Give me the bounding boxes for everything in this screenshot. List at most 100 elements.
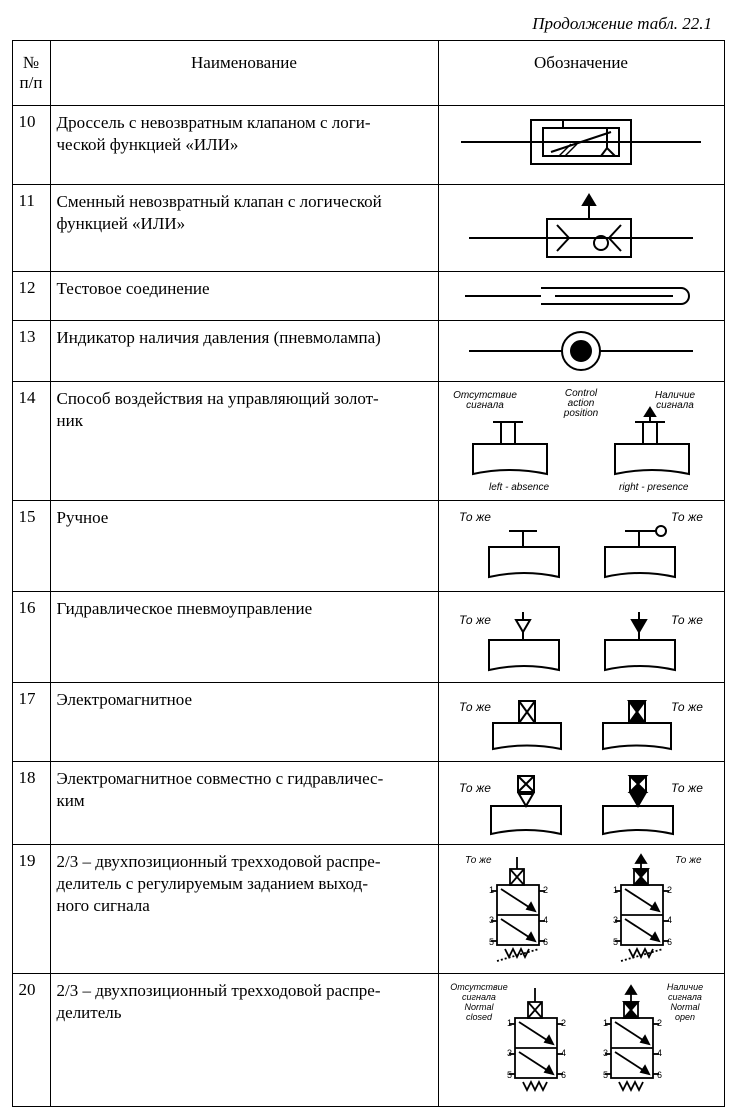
row-name: 2/3 – двухпозиционный трехходовой распре…: [50, 974, 438, 1107]
pneumo-pilot-icon: То же То же: [443, 596, 719, 678]
row-symbol: Отсутствие сигнала Normal closed Наличие…: [438, 974, 724, 1107]
svg-text:1: 1: [507, 1018, 512, 1028]
label-same-right: То же: [671, 613, 703, 627]
row-name: Тестовое соединение: [50, 272, 438, 321]
svg-text:сигнала: сигнала: [462, 992, 496, 1002]
label-same-left: То же: [459, 613, 491, 627]
table-row: 13 Индикатор наличия давления (пневмолам…: [12, 321, 724, 382]
row-symbol: Отсутствие сигнала Control action positi…: [438, 382, 724, 501]
svg-text:3: 3: [489, 915, 494, 925]
svg-text:сигнала: сигнала: [466, 400, 504, 411]
label-no: Наличие: [667, 982, 703, 992]
label-same-right: То же: [675, 855, 702, 866]
solenoid-pilot-icon: То же То же: [443, 766, 719, 840]
svg-text:2: 2: [543, 885, 548, 895]
svg-text:4: 4: [543, 915, 548, 925]
svg-text:1: 1: [489, 885, 494, 895]
row-symbol: То же То же: [438, 683, 724, 762]
table-row: 11 Сменный невозвратный клапан с логичес…: [12, 185, 724, 272]
col-header-num: № п/п: [12, 41, 50, 106]
svg-text:position: position: [563, 408, 599, 419]
label-nc: Отсутствие: [450, 982, 507, 992]
3-2-valve-adjustable-icon: То же То же 1 2 3 4 5 6: [443, 849, 719, 969]
label-same-right: То же: [671, 700, 703, 714]
row-symbol: [438, 185, 724, 272]
row-num: 18: [12, 762, 50, 845]
svg-text:1: 1: [613, 885, 618, 895]
table-row: 10 Дроссель с невозвратным клапаном с ло…: [12, 106, 724, 185]
label-right: right - presence: [619, 482, 689, 493]
label-same-left: То же: [459, 700, 491, 714]
row-name: 2/3 – двухпозиционный трехходовой распре…: [50, 845, 438, 974]
row-symbol: То же То же: [438, 592, 724, 683]
row-num: 16: [12, 592, 50, 683]
test-connection-icon: [451, 276, 711, 316]
label-same-left: То же: [459, 510, 491, 524]
svg-text:5: 5: [603, 1070, 608, 1080]
manual-actuation-icon: То же То же: [443, 505, 719, 587]
table-continuation-caption: Продолжение табл. 22.1: [10, 14, 712, 34]
row-name: Способ воздействия на управляющий золот-…: [50, 382, 438, 501]
svg-text:open: open: [675, 1012, 695, 1022]
table-row: 20 2/3 – двухпозиционный трехходовой рас…: [12, 974, 724, 1107]
table-row: 19 2/3 – двухпозиционный трехходовой рас…: [12, 845, 724, 974]
row-name: Индикатор наличия давления (пневмолампа): [50, 321, 438, 382]
symbols-table: № п/п Наименование Обозначение 10 Дроссе…: [12, 40, 725, 1107]
svg-text:3: 3: [613, 915, 618, 925]
svg-text:6: 6: [657, 1070, 662, 1080]
row-symbol: То же То же: [438, 501, 724, 592]
row-name: Электромагнитное совместно с гидравличес…: [50, 762, 438, 845]
3-2-valve-icon: Отсутствие сигнала Normal closed Наличие…: [443, 978, 719, 1102]
svg-text:3: 3: [603, 1048, 608, 1058]
svg-text:5: 5: [613, 937, 618, 947]
svg-text:3: 3: [507, 1048, 512, 1058]
svg-text:4: 4: [561, 1048, 566, 1058]
label-same-right: То же: [671, 510, 703, 524]
svg-text:6: 6: [543, 937, 548, 947]
row-num: 20: [12, 974, 50, 1107]
table-row: 15 Ручное То же То же: [12, 501, 724, 592]
row-symbol: [438, 321, 724, 382]
table-row: 17 Электромагнитное То же То же: [12, 683, 724, 762]
svg-text:Normal: Normal: [670, 1002, 700, 1012]
svg-text:2: 2: [561, 1018, 566, 1028]
svg-text:2: 2: [657, 1018, 662, 1028]
svg-text:1: 1: [603, 1018, 608, 1028]
row-name: Сменный невозвратный клапан с логической…: [50, 185, 438, 272]
row-num: 14: [12, 382, 50, 501]
table-header-row: № п/п Наименование Обозначение: [12, 41, 724, 106]
solenoid-icon: То же То же: [443, 687, 719, 757]
svg-text:4: 4: [667, 915, 672, 925]
row-num: 15: [12, 501, 50, 592]
row-num: 13: [12, 321, 50, 382]
shuttle-valve-or-icon: [451, 189, 711, 267]
table-row: 18 Электромагнитное совместно с гидравли…: [12, 762, 724, 845]
svg-text:4: 4: [657, 1048, 662, 1058]
row-name: Дроссель с невозвратным клапаном с логи-…: [50, 106, 438, 185]
row-name: Гидравлическое пневмоуправление: [50, 592, 438, 683]
svg-text:Normal: Normal: [464, 1002, 494, 1012]
label-same-left: То же: [459, 781, 491, 795]
col-header-name: Наименование: [50, 41, 438, 106]
row-name: Электромагнитное: [50, 683, 438, 762]
row-symbol: То же То же 1 2 3 4 5 6: [438, 845, 724, 974]
label-same-left: То же: [465, 855, 492, 866]
control-action-icon: Отсутствие сигнала Control action positi…: [443, 386, 719, 496]
pressure-indicator-icon: [451, 325, 711, 377]
row-num: 11: [12, 185, 50, 272]
label-left: left - absence: [489, 482, 549, 493]
row-symbol: [438, 106, 724, 185]
row-num: 17: [12, 683, 50, 762]
row-name: Ручное: [50, 501, 438, 592]
row-symbol: [438, 272, 724, 321]
table-row: 14 Способ воздействия на управляющий зол…: [12, 382, 724, 501]
svg-text:2: 2: [667, 885, 672, 895]
throttle-nonreturn-or-icon: [451, 110, 711, 180]
svg-text:сигнала: сигнала: [668, 992, 702, 1002]
svg-text:6: 6: [667, 937, 672, 947]
svg-text:5: 5: [507, 1070, 512, 1080]
label-same-right: То же: [671, 781, 703, 795]
svg-text:сигнала: сигнала: [656, 400, 694, 411]
svg-text:5: 5: [489, 937, 494, 947]
row-num: 19: [12, 845, 50, 974]
